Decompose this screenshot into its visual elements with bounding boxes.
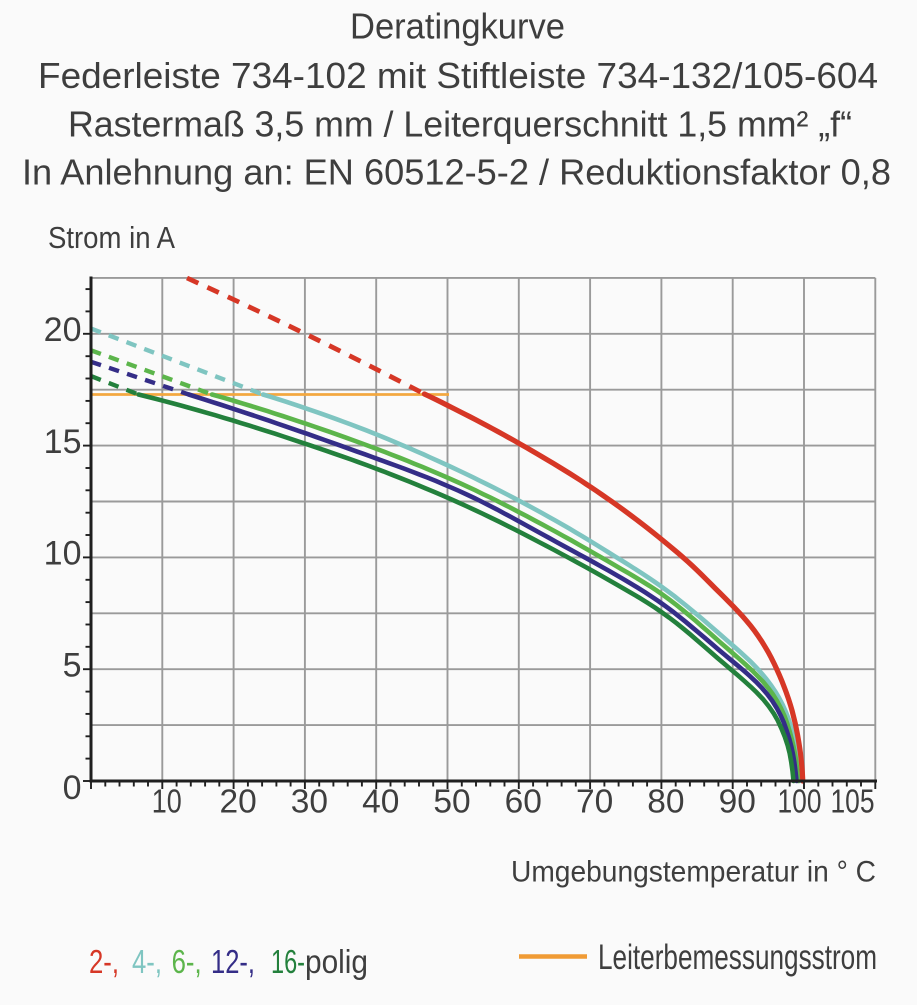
svg-text:polig: polig bbox=[305, 943, 368, 980]
svg-text:40: 40 bbox=[362, 784, 399, 821]
svg-text:Umgebungstemperatur in ° C: Umgebungstemperatur in ° C bbox=[511, 856, 876, 889]
svg-text:80: 80 bbox=[647, 784, 684, 821]
svg-text:12-,: 12-, bbox=[211, 943, 255, 980]
svg-text:Rastermaß 3,5 mm / Leiterquers: Rastermaß 3,5 mm / Leiterquerschnitt 1,5… bbox=[68, 103, 852, 144]
svg-text:Leiterbemessungsstrom: Leiterbemessungsstrom bbox=[598, 938, 877, 977]
svg-text:60: 60 bbox=[505, 784, 542, 821]
svg-text:10: 10 bbox=[152, 784, 182, 821]
svg-text:2-,: 2-, bbox=[89, 943, 119, 980]
svg-text:Federleiste 734-102 mit Stiftl: Federleiste 734-102 mit Stiftleiste 734-… bbox=[38, 55, 878, 96]
svg-text:In Anlehnung an: EN 60512-5-2: In Anlehnung an: EN 60512-5-2 / Reduktio… bbox=[22, 151, 891, 192]
svg-text:50: 50 bbox=[433, 784, 470, 821]
svg-text:20: 20 bbox=[219, 784, 256, 821]
svg-text:20: 20 bbox=[44, 311, 82, 349]
svg-text:10: 10 bbox=[44, 535, 82, 573]
svg-text:4-,: 4-, bbox=[132, 943, 162, 980]
svg-text:Strom in A: Strom in A bbox=[48, 220, 175, 255]
svg-text:30: 30 bbox=[291, 784, 328, 821]
svg-text:70: 70 bbox=[576, 784, 613, 821]
svg-text:5: 5 bbox=[63, 647, 82, 685]
svg-text:0: 0 bbox=[63, 769, 82, 807]
svg-text:90: 90 bbox=[719, 784, 756, 821]
svg-text:6-,: 6-, bbox=[172, 943, 202, 980]
svg-text:16-: 16- bbox=[271, 943, 305, 980]
svg-text:100: 100 bbox=[778, 784, 822, 821]
svg-text:15: 15 bbox=[44, 423, 82, 461]
svg-text:Deratingkurve: Deratingkurve bbox=[350, 6, 565, 47]
svg-text:105: 105 bbox=[831, 784, 875, 821]
